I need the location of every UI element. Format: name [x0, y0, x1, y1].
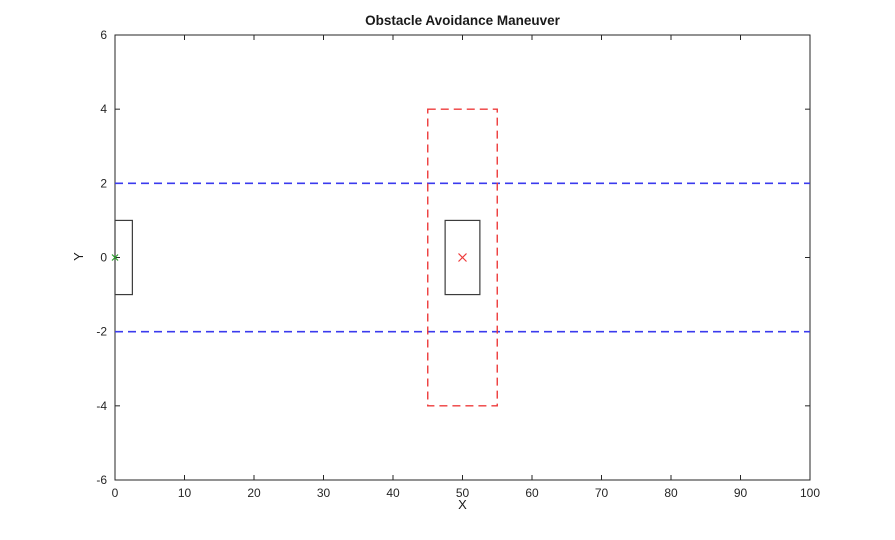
obstacle-vehicle — [444, 219, 481, 296]
x-tick-label: 50 — [456, 486, 470, 500]
x-tick-label: 60 — [525, 486, 539, 500]
x-tick-label: 80 — [664, 486, 678, 500]
chart-title: Obstacle Avoidance Maneuver — [365, 13, 560, 28]
x-tick-label: 0 — [112, 486, 119, 500]
y-tick-label: -2 — [96, 325, 107, 339]
x-tick-label: 40 — [386, 486, 400, 500]
y-tick-label: 4 — [100, 102, 107, 116]
y-tick-label: 6 — [100, 28, 107, 42]
y-axis-label: Y — [70, 252, 86, 261]
x-axis-label: X — [458, 497, 467, 512]
y-tick-label: 0 — [100, 251, 107, 265]
y-tick-label: -4 — [96, 399, 107, 413]
x-tick-label: 100 — [800, 486, 820, 500]
obstacle-center-marker — [458, 253, 467, 262]
ego-position-marker — [111, 254, 119, 261]
x-tick-label: 70 — [595, 486, 609, 500]
x-tick-label: 30 — [317, 486, 331, 500]
x-tick-label: 20 — [247, 486, 261, 500]
y-tick-label: -6 — [96, 473, 107, 487]
y-tick-label: 2 — [100, 176, 107, 190]
x-tick-label: 10 — [178, 486, 192, 500]
x-tick-label: 90 — [734, 486, 748, 500]
